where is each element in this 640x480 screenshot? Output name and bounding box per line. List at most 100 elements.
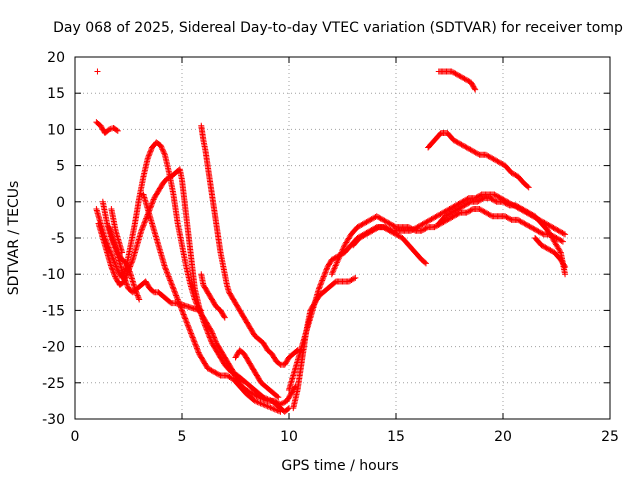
data-point (462, 143, 469, 150)
data-point (198, 307, 205, 314)
data-point (126, 267, 133, 274)
data-point (458, 203, 465, 210)
data-point (409, 227, 416, 234)
data-point (213, 370, 220, 377)
data-point (514, 216, 521, 223)
data-point (465, 77, 472, 84)
data-point (449, 204, 456, 211)
data-point (461, 197, 468, 204)
x-tick-label: 15 (387, 429, 405, 445)
data-point (260, 401, 267, 408)
data-point (318, 278, 325, 285)
data-point (503, 214, 510, 221)
data-point (457, 73, 464, 80)
data-point (183, 318, 190, 325)
data-point (141, 219, 148, 226)
data-point (260, 394, 267, 401)
data-point (466, 145, 473, 152)
data-point (445, 206, 452, 213)
data-point (180, 310, 187, 317)
data-point (337, 250, 344, 257)
data-point (359, 221, 366, 228)
data-point (447, 210, 454, 217)
x-tick-label: 5 (178, 429, 187, 445)
data-point (384, 219, 391, 226)
data-point (335, 256, 342, 263)
data-point (460, 74, 467, 81)
data-point (332, 262, 339, 269)
data-point (164, 175, 171, 182)
data-point (495, 158, 502, 165)
data-point (166, 276, 173, 283)
data-point (249, 390, 256, 397)
data-point (432, 223, 439, 230)
data-point (369, 215, 376, 222)
data-point (508, 169, 515, 176)
data-point (457, 204, 464, 211)
data-point (185, 323, 192, 330)
data-point (202, 322, 209, 329)
data-point (472, 149, 479, 156)
data-point (209, 368, 216, 375)
data-point (474, 193, 481, 200)
data-point (139, 223, 146, 230)
data-point (193, 344, 200, 351)
x-tick-label: 0 (71, 429, 80, 445)
data-point (160, 147, 167, 154)
data-point (515, 203, 522, 210)
data-point (534, 227, 541, 234)
data-point (141, 220, 148, 227)
data-point (516, 204, 523, 211)
data-point (389, 221, 396, 228)
data-point (254, 399, 261, 406)
series-arc-08 (140, 191, 284, 415)
series-arc-16 (425, 130, 532, 191)
data-point (207, 366, 214, 373)
data-point (505, 215, 512, 222)
data-point (554, 235, 561, 242)
data-point (172, 289, 179, 296)
data-point (464, 145, 471, 152)
data-point (267, 404, 274, 411)
data-point (410, 226, 417, 233)
data-point (446, 206, 453, 213)
data-point (195, 349, 202, 356)
data-point (280, 400, 287, 407)
data-point (139, 225, 146, 232)
data-point (182, 316, 189, 323)
data-point (334, 258, 341, 265)
data-point (458, 199, 465, 206)
data-point (499, 161, 506, 168)
data-point (460, 198, 467, 205)
y-tick-label: 20 (47, 50, 65, 66)
data-point (386, 220, 393, 227)
data-point (337, 252, 344, 259)
series-arc-04 (95, 166, 292, 415)
data-point (123, 260, 130, 267)
data-point (168, 280, 175, 287)
data-point (113, 127, 120, 134)
data-point (517, 205, 524, 212)
data-point (150, 197, 157, 204)
data-point (372, 226, 379, 233)
data-point (331, 265, 338, 272)
data-point (382, 224, 389, 231)
data-point (169, 282, 176, 289)
data-point (521, 220, 528, 227)
data-point (444, 216, 451, 223)
series-arc-17 (435, 68, 479, 93)
y-tick-label: -5 (51, 231, 65, 247)
data-point (205, 330, 212, 337)
data-point (454, 139, 461, 146)
data-point (216, 371, 223, 378)
data-point (530, 225, 537, 232)
data-point (376, 214, 383, 221)
data-point (491, 197, 498, 204)
data-point (529, 211, 536, 218)
data-point (349, 276, 356, 283)
data-point (443, 212, 450, 219)
data-point (453, 206, 460, 213)
data-point (146, 151, 153, 158)
y-tick-label: -25 (42, 376, 65, 392)
